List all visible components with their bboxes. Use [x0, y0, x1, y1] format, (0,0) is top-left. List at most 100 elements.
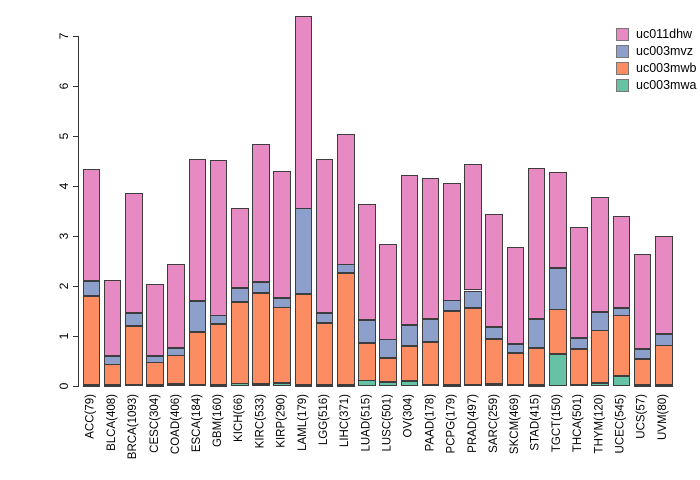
x-axis-label: BLCA(408) — [106, 394, 119, 451]
bar-segment-uc003mwb — [358, 343, 376, 381]
bar-segment-uc011dhw — [379, 244, 397, 340]
bar-segment-uc003mvz — [82, 281, 101, 296]
bar-segment-uc003mvz — [336, 264, 355, 273]
bar-segment-uc003mvz — [464, 291, 482, 308]
x-axis-label: KIRP(290) — [275, 394, 288, 448]
bar-segment-uc011dhw — [527, 168, 546, 319]
legend-item: uc003mwb — [616, 60, 696, 77]
bar-segment-uc003mwa — [146, 385, 164, 387]
legend-swatch-icon — [616, 45, 629, 58]
bar-segment-uc011dhw — [464, 164, 482, 290]
bar-segment-uc003mvz — [654, 334, 673, 346]
bar-segment-uc011dhw — [654, 236, 673, 334]
x-axis-label: SKCM(469) — [508, 394, 521, 455]
bar-segment-uc011dhw — [633, 254, 652, 349]
bar-segment-uc003mwb — [506, 353, 525, 385]
bar-segment-uc003mvz — [315, 313, 334, 323]
bar-segment-uc003mvz — [273, 298, 291, 308]
x-axis-label: KIRC(533) — [254, 394, 267, 449]
bar-segment-uc011dhw — [612, 216, 631, 308]
bar-segment-uc003mwa — [336, 385, 355, 387]
bar-segment-uc003mwb — [315, 323, 334, 385]
legend-item: uc003mwa — [616, 77, 696, 94]
legend-label: uc011dhw — [636, 27, 693, 41]
x-axis-label: UVM(80) — [657, 394, 670, 441]
y-axis-tick-label: 2 — [56, 282, 71, 290]
bar-segment-uc003mwa — [379, 382, 397, 386]
y-axis-tick-label: 4 — [56, 182, 71, 190]
bar-segment-uc003mwa — [654, 385, 673, 387]
bar-segment-uc003mwb — [633, 359, 652, 385]
x-axis-label: LGG(516) — [318, 394, 331, 446]
bar-segment-uc003mwb — [421, 342, 440, 385]
bar-segment-uc003mwa — [252, 384, 270, 386]
bar-segment-uc003mwb — [124, 326, 143, 385]
y-axis-tick-label: 6 — [56, 82, 71, 90]
bar-segment-uc003mwb — [82, 296, 101, 385]
bar-segment-uc003mwa — [273, 383, 291, 386]
y-axis-tick — [72, 36, 78, 37]
bar-segment-uc003mwa — [527, 385, 546, 387]
legend-swatch-icon — [616, 79, 629, 92]
bar-segment-uc003mwb — [103, 364, 122, 385]
x-axis-label: UCS(57) — [636, 394, 649, 439]
legend-item: uc003mvz — [616, 43, 696, 60]
x-axis-label: UCEC(545) — [614, 394, 627, 454]
bar-segment-uc011dhw — [336, 134, 355, 265]
legend-swatch-icon — [616, 62, 629, 75]
legend-label: uc003mwa — [636, 78, 697, 92]
bar-segment-uc003mvz — [570, 338, 588, 349]
bar-segment-uc003mvz — [358, 320, 376, 343]
legend-swatch-icon — [616, 28, 629, 41]
x-axis-label: BRCA(1093) — [127, 394, 140, 460]
x-axis-label: KICH(66) — [233, 394, 246, 442]
bar-segment-uc003mwb — [527, 348, 546, 385]
bar-segment-uc011dhw — [124, 193, 143, 313]
bar-segment-uc003mvz — [442, 300, 461, 311]
y-axis-tick — [72, 336, 78, 337]
bar-segment-uc003mwb — [336, 273, 355, 385]
bar-segment-uc003mwa — [103, 385, 122, 387]
bar-segment-uc011dhw — [103, 280, 122, 356]
bar-segment-uc003mwb — [612, 315, 631, 376]
bar-segment-uc003mwa — [294, 385, 313, 387]
bar-segment-uc003mwa — [400, 381, 419, 386]
x-axis-label: THCA(501) — [572, 394, 585, 453]
bar-segment-uc003mwa — [633, 385, 652, 387]
bar-segment-uc003mwb — [654, 345, 673, 385]
bar-segment-uc003mwa — [82, 385, 101, 387]
bar-segment-uc003mvz — [124, 313, 143, 326]
x-axis-label: THYM(120) — [593, 394, 606, 454]
bar-segment-uc003mwb — [548, 309, 567, 354]
bar-segment-uc003mvz — [230, 288, 249, 302]
bar-segment-uc003mvz — [591, 312, 609, 331]
y-axis-tick-label: 5 — [56, 132, 71, 140]
bar-segment-uc011dhw — [506, 247, 525, 344]
x-axis-label: ESCA(184) — [190, 394, 203, 453]
legend-item: uc011dhw — [616, 26, 696, 43]
bar-segment-uc011dhw — [548, 172, 567, 268]
bar-segment-uc011dhw — [82, 169, 101, 281]
bar-segment-uc011dhw — [209, 160, 228, 316]
bar-segment-uc003mwb — [209, 324, 228, 385]
x-axis-label: PAAD(178) — [424, 394, 437, 452]
bar-segment-uc003mvz — [527, 319, 546, 348]
bar-segment-uc003mvz — [167, 348, 185, 356]
bar-segment-uc003mvz — [252, 282, 270, 293]
x-axis-label: LIHC(371) — [339, 394, 352, 448]
bar-segment-uc011dhw — [294, 16, 313, 209]
x-axis-label: CESC(304) — [148, 394, 161, 453]
bar-segment-uc003mwa — [167, 384, 185, 386]
y-axis-tick — [72, 386, 78, 387]
bar-segment-uc011dhw — [421, 178, 440, 319]
bar-segment-uc003mvz — [506, 344, 525, 353]
bar-segment-uc003mwb — [379, 358, 397, 382]
bar-segment-uc003mvz — [633, 349, 652, 359]
bar-segment-uc011dhw — [230, 208, 249, 288]
bar-segment-uc003mwa — [548, 354, 567, 386]
bar-segment-uc011dhw — [188, 159, 207, 301]
bar-segment-uc003mwb — [294, 294, 313, 385]
bar-segment-uc003mwa — [612, 376, 631, 386]
bar-segment-uc011dhw — [485, 214, 503, 327]
bar-segment-uc003mwb — [167, 355, 185, 384]
